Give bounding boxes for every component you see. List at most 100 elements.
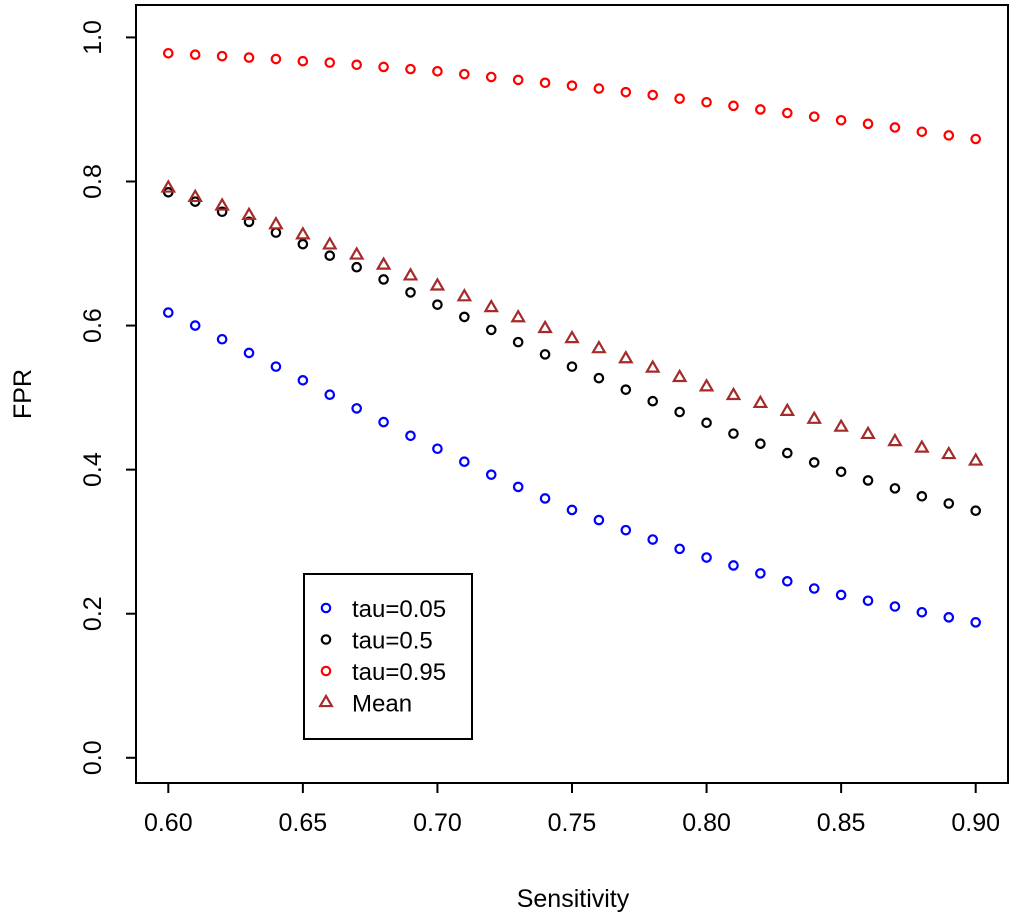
y-tick-label: 0.0 bbox=[79, 740, 107, 775]
legend-marker bbox=[320, 634, 332, 645]
data-point bbox=[671, 368, 688, 383]
data-point bbox=[647, 89, 659, 101]
data-point bbox=[862, 475, 874, 486]
data-point bbox=[755, 568, 766, 579]
data-point bbox=[591, 339, 607, 354]
data-point bbox=[510, 308, 526, 323]
data-point bbox=[297, 55, 309, 67]
y-tick-label: 0.4 bbox=[79, 452, 107, 487]
data-point bbox=[214, 197, 230, 211]
data-point bbox=[808, 457, 820, 468]
data-point bbox=[512, 481, 524, 493]
data-point bbox=[324, 389, 336, 401]
data-point bbox=[432, 443, 443, 455]
data-point bbox=[512, 74, 524, 86]
legend-label: tau=0.5 bbox=[352, 628, 433, 655]
data-point bbox=[432, 299, 443, 310]
data-point bbox=[808, 583, 820, 594]
data-point bbox=[485, 324, 497, 336]
x-tick-label: 0.85 bbox=[817, 809, 866, 837]
data-point bbox=[916, 606, 928, 618]
x-axis: 0.60 0.65 0.70 0.75 0.80 0.85 0.90 bbox=[144, 783, 1000, 837]
plot-frame bbox=[135, 4, 1009, 784]
data-point bbox=[270, 53, 282, 65]
data-point bbox=[459, 311, 470, 323]
data-point bbox=[295, 226, 311, 240]
data-point bbox=[351, 59, 362, 71]
data-point bbox=[512, 336, 524, 348]
data-point bbox=[405, 63, 416, 75]
data-point bbox=[752, 394, 769, 409]
data-point bbox=[728, 100, 739, 112]
data-point bbox=[833, 418, 849, 432]
data-point bbox=[674, 406, 685, 418]
legend-label: tau=0.95 bbox=[352, 659, 446, 686]
data-point bbox=[241, 206, 257, 221]
data-point bbox=[835, 114, 847, 126]
data-point bbox=[889, 122, 901, 133]
data-point bbox=[860, 425, 876, 440]
data-point bbox=[970, 617, 982, 628]
data-point bbox=[755, 104, 766, 115]
data-point bbox=[566, 361, 578, 372]
series-tau-0-05 bbox=[162, 307, 982, 628]
legend-box bbox=[303, 573, 473, 740]
series-tau-0-95 bbox=[162, 47, 982, 145]
data-point bbox=[270, 227, 282, 238]
data-point bbox=[429, 277, 446, 291]
data-point bbox=[674, 93, 685, 104]
data-point bbox=[701, 552, 712, 563]
data-point bbox=[698, 378, 715, 392]
legend-marker bbox=[318, 693, 334, 708]
data-point bbox=[459, 456, 470, 468]
data-point bbox=[728, 560, 739, 571]
data-point bbox=[322, 236, 338, 250]
data-point bbox=[162, 47, 174, 59]
data-point bbox=[483, 298, 500, 313]
data-point bbox=[485, 71, 497, 83]
data-point bbox=[243, 52, 255, 63]
series-mean bbox=[160, 179, 984, 466]
y-tick-label: 0.8 bbox=[79, 164, 107, 199]
data-point bbox=[162, 307, 174, 318]
data-point bbox=[647, 395, 659, 407]
legend-marker bbox=[320, 602, 332, 614]
data-point bbox=[160, 179, 177, 193]
data-point bbox=[593, 83, 605, 94]
x-axis-title: Sensitivity bbox=[517, 885, 630, 913]
x-tick-label: 0.60 bbox=[144, 809, 193, 837]
data-point bbox=[216, 206, 228, 218]
x-tick-label: 0.65 bbox=[279, 809, 328, 837]
data-point bbox=[539, 493, 551, 504]
legend-label: tau=0.05 bbox=[352, 596, 446, 623]
data-point bbox=[270, 361, 282, 372]
x-tick-label: 0.80 bbox=[682, 809, 731, 837]
data-point bbox=[806, 410, 822, 424]
data-point bbox=[539, 77, 551, 89]
data-point bbox=[943, 498, 955, 509]
data-point bbox=[782, 575, 793, 587]
data-point bbox=[405, 287, 416, 298]
data-points bbox=[160, 47, 984, 628]
y-axis: 0.0 0.2 0.4 0.6 0.8 1.0 bbox=[79, 20, 136, 775]
x-tick-label: 0.90 bbox=[951, 809, 1000, 837]
data-point bbox=[189, 320, 201, 331]
data-point bbox=[189, 49, 201, 61]
data-point bbox=[701, 96, 712, 108]
data-point bbox=[243, 216, 255, 228]
data-point bbox=[432, 65, 443, 77]
data-point bbox=[941, 445, 957, 460]
data-point bbox=[943, 130, 955, 141]
data-point bbox=[593, 372, 605, 384]
data-point bbox=[566, 504, 578, 516]
data-point bbox=[916, 126, 928, 138]
x-tick-label: 0.75 bbox=[548, 809, 597, 837]
data-point bbox=[647, 534, 659, 545]
data-point bbox=[351, 261, 362, 273]
data-point bbox=[566, 80, 578, 91]
data-point bbox=[297, 375, 309, 386]
data-point bbox=[537, 319, 553, 334]
data-point bbox=[808, 111, 820, 122]
data-point bbox=[324, 250, 336, 261]
data-point bbox=[456, 288, 473, 302]
